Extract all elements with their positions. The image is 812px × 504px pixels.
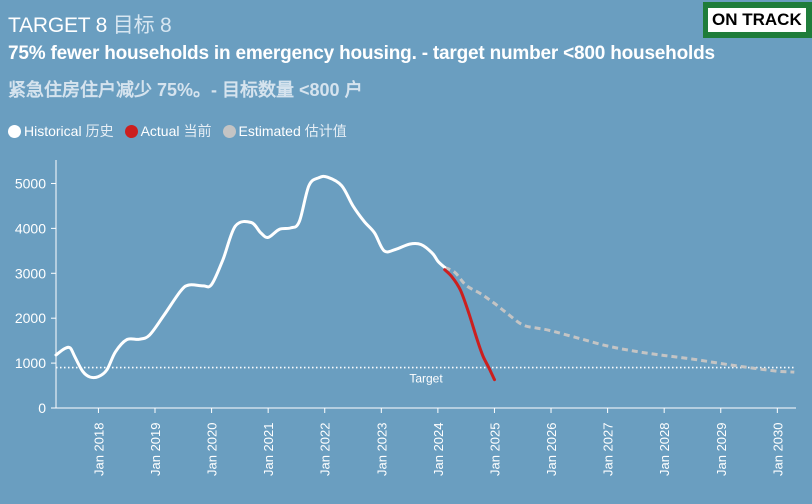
legend-label-cn: 估计值 <box>304 123 347 139</box>
y-tick-label: 4000 <box>15 220 46 236</box>
x-tick-label: Jan 2030 <box>770 423 785 477</box>
legend-label: Actual <box>140 123 180 139</box>
status-badge-label: ON TRACK <box>708 8 806 32</box>
x-tick-label: Jan 2021 <box>261 423 276 477</box>
legend-label-cn: 历史 <box>85 123 114 139</box>
y-tick-label: 1000 <box>15 355 46 371</box>
line-chart: 0 1000 2000 3000 4000 5000 Jan 2018 Jan 2019 Jan… <box>15 160 796 477</box>
target-number-en: TARGET 8 <box>8 14 108 37</box>
legend-dot-actual <box>124 124 138 138</box>
y-tick-label: 3000 <box>15 265 46 281</box>
x-tick-label: Jan 2022 <box>318 423 333 477</box>
y-tick-label: 2000 <box>15 310 46 326</box>
legend-label: Historical <box>24 123 82 139</box>
y-tick-label: 0 <box>38 400 46 416</box>
x-tick-label: Jan 2024 <box>431 423 446 477</box>
x-tick-label: Jan 2023 <box>374 423 389 477</box>
x-tick-label: Jan 2027 <box>601 423 616 477</box>
series-line-historical <box>54 174 447 380</box>
page-title: TARGET 8 目标 8 <box>8 9 172 39</box>
target-number-cn: 目标 8 <box>112 14 172 37</box>
x-tick-label: Jan 2020 <box>205 423 220 477</box>
legend-item-actual[interactable]: Actual 当前 <box>124 121 212 141</box>
x-tick-label: Jan 2018 <box>91 423 106 477</box>
target-label: Target <box>409 372 443 386</box>
x-tick-label: Jan 2025 <box>487 422 502 476</box>
status-badge: ON TRACK <box>703 2 812 38</box>
x-tick-label: Jan 2019 <box>148 423 163 477</box>
y-tick-label: 5000 <box>15 175 46 191</box>
legend-dot-estimated <box>222 124 236 138</box>
chart-legend: Historical 历史 Actual 当前 Estimated 估计值 <box>8 121 358 141</box>
series-line-actual <box>443 268 496 382</box>
x-tick-label: Jan 2026 <box>544 423 559 477</box>
legend-item-historical[interactable]: Historical 历史 <box>8 121 114 141</box>
legend-item-estimated[interactable]: Estimated 估计值 <box>222 121 347 141</box>
legend-label-cn: 当前 <box>183 123 212 139</box>
legend-label: Estimated <box>238 123 301 139</box>
legend-dot-historical <box>8 124 21 138</box>
x-tick-label: Jan 2028 <box>657 423 672 477</box>
series-line-estimated <box>443 266 795 374</box>
x-tick-label: Jan 2029 <box>714 423 729 477</box>
subtitle-cn: 紧急住房住户减少 75%。- 目标数量 <800 户 <box>8 80 363 100</box>
subtitle-en: 75% fewer households in emergency housin… <box>8 43 715 64</box>
